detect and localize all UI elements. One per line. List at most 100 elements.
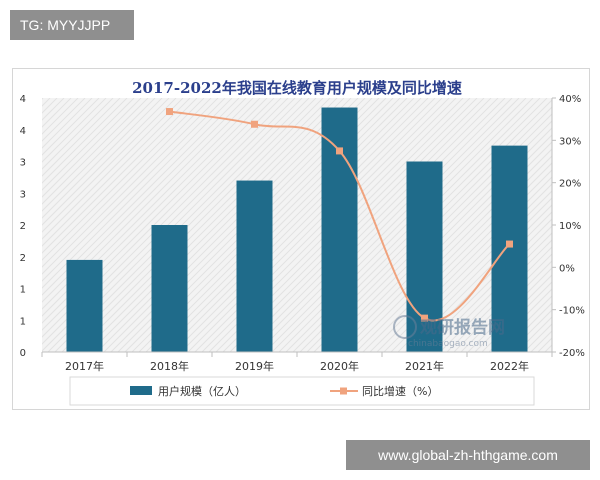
left-tick-label: 2 bbox=[20, 221, 26, 232]
legend-bar-label: 用户规模（亿人） bbox=[158, 384, 246, 398]
hatch-line bbox=[42, 98, 219, 275]
hatch-line bbox=[145, 98, 401, 352]
hatch-line bbox=[334, 134, 552, 352]
hatch-line bbox=[42, 98, 198, 254]
hatch-line bbox=[42, 98, 233, 289]
hatch-line bbox=[82, 98, 338, 352]
hatch-line bbox=[42, 98, 100, 156]
bar bbox=[321, 107, 358, 353]
left-tick-label: 0 bbox=[20, 348, 26, 359]
hatch-line bbox=[278, 98, 534, 352]
hatch-line bbox=[250, 98, 506, 352]
tg-badge: TG: MYYJJPP bbox=[10, 10, 134, 40]
bar bbox=[151, 225, 188, 352]
hatch-line bbox=[68, 98, 324, 352]
line-point bbox=[251, 120, 258, 128]
x-tick-label: 2019年 bbox=[235, 359, 274, 373]
hatch-line bbox=[327, 127, 552, 352]
left-tick-label: 3 bbox=[20, 158, 26, 169]
hatch-line bbox=[42, 98, 86, 142]
hatch-line bbox=[425, 225, 552, 352]
hatch-line bbox=[42, 98, 107, 163]
hatch-line bbox=[42, 98, 261, 317]
hatch-line bbox=[243, 98, 499, 352]
bar bbox=[66, 259, 103, 352]
right-axis: -20% -10% 0% 10% 20% 30% 40% bbox=[551, 94, 585, 359]
right-tick-label: -20% bbox=[559, 348, 585, 359]
hatch-line bbox=[180, 98, 436, 352]
hatch-line bbox=[42, 98, 240, 296]
watermark-brand: 观研报告网 bbox=[419, 317, 505, 338]
hatch-line bbox=[348, 148, 552, 352]
hatch-line bbox=[0, 98, 36, 352]
hatch-line bbox=[42, 98, 226, 282]
hatch-line bbox=[42, 98, 177, 233]
hatch-line bbox=[271, 98, 527, 352]
plot-hatch bbox=[0, 98, 552, 352]
hatch-line bbox=[418, 218, 552, 352]
right-tick-label: -10% bbox=[559, 306, 585, 317]
x-axis: 2017年 2018年 2019年 2020年 2021年 2022年 bbox=[41, 352, 553, 373]
line-series bbox=[166, 108, 513, 322]
hatch-line bbox=[42, 98, 212, 268]
watermark: 观研报告网 chinabaogao.com bbox=[393, 315, 505, 349]
hatch-line bbox=[502, 302, 552, 352]
hatch-line bbox=[75, 98, 331, 352]
hatch-line bbox=[362, 162, 552, 352]
right-tick-label: 40% bbox=[559, 94, 581, 105]
hatch-line bbox=[103, 98, 359, 352]
x-tick-label: 2022年 bbox=[490, 359, 529, 373]
left-tick-label: 4 bbox=[20, 126, 26, 137]
hatch-line bbox=[42, 98, 191, 247]
hatch-line bbox=[42, 98, 275, 331]
hatch-line bbox=[42, 98, 170, 226]
hatch-line bbox=[42, 98, 268, 324]
right-tick-label: 20% bbox=[559, 179, 581, 190]
legend-bar-swatch bbox=[130, 386, 152, 395]
url-badge: www.global-zh-hthgame.com bbox=[346, 440, 590, 470]
hatch-line bbox=[42, 98, 205, 261]
hatch-line bbox=[61, 98, 317, 352]
hatch-line bbox=[488, 288, 552, 352]
hatch-line bbox=[439, 239, 552, 352]
x-tick-label: 2018年 bbox=[150, 359, 189, 373]
hatch-line bbox=[166, 98, 422, 352]
hatch-line bbox=[89, 98, 345, 352]
line-point bbox=[506, 240, 513, 248]
growth-line bbox=[169, 110, 511, 322]
hatch-line bbox=[159, 98, 415, 352]
x-tick-label: 2021年 bbox=[405, 359, 444, 373]
left-tick-label: 2 bbox=[20, 253, 26, 264]
hatch-line bbox=[404, 204, 552, 352]
hatch-line bbox=[42, 98, 254, 310]
hatch-line bbox=[432, 232, 552, 352]
hatch-line bbox=[411, 211, 552, 352]
watermark-url: chinabaogao.com bbox=[408, 339, 488, 349]
right-tick-label: 0% bbox=[559, 263, 575, 274]
hatch-line bbox=[42, 98, 142, 198]
hatch-line bbox=[495, 295, 552, 352]
line-point bbox=[421, 314, 428, 322]
x-tick-label: 2020年 bbox=[320, 359, 359, 373]
hatch-line bbox=[320, 120, 552, 352]
hatch-line bbox=[42, 98, 149, 205]
legend-line-marker bbox=[340, 387, 347, 395]
hatch-line bbox=[42, 98, 184, 240]
hatch-line bbox=[42, 98, 163, 219]
left-tick-label: 1 bbox=[20, 316, 26, 327]
hatch-line bbox=[446, 246, 552, 352]
left-axis: 0 1 1 2 2 3 3 4 4 bbox=[20, 94, 26, 359]
hatch-line bbox=[355, 155, 552, 352]
bar bbox=[491, 145, 528, 352]
hatch-line bbox=[42, 98, 247, 303]
line-point bbox=[336, 147, 343, 155]
hatch-line bbox=[42, 98, 121, 177]
bar-series bbox=[66, 107, 528, 353]
hatch-line bbox=[264, 98, 520, 352]
chart-title: 2017-2022年我国在线教育用户规模及同比增速 bbox=[132, 79, 462, 97]
hatch-line bbox=[187, 98, 443, 352]
left-tick-label: 1 bbox=[20, 285, 26, 296]
legend-line-label: 同比增速（%） bbox=[362, 384, 438, 398]
right-tick-label: 30% bbox=[559, 136, 581, 147]
